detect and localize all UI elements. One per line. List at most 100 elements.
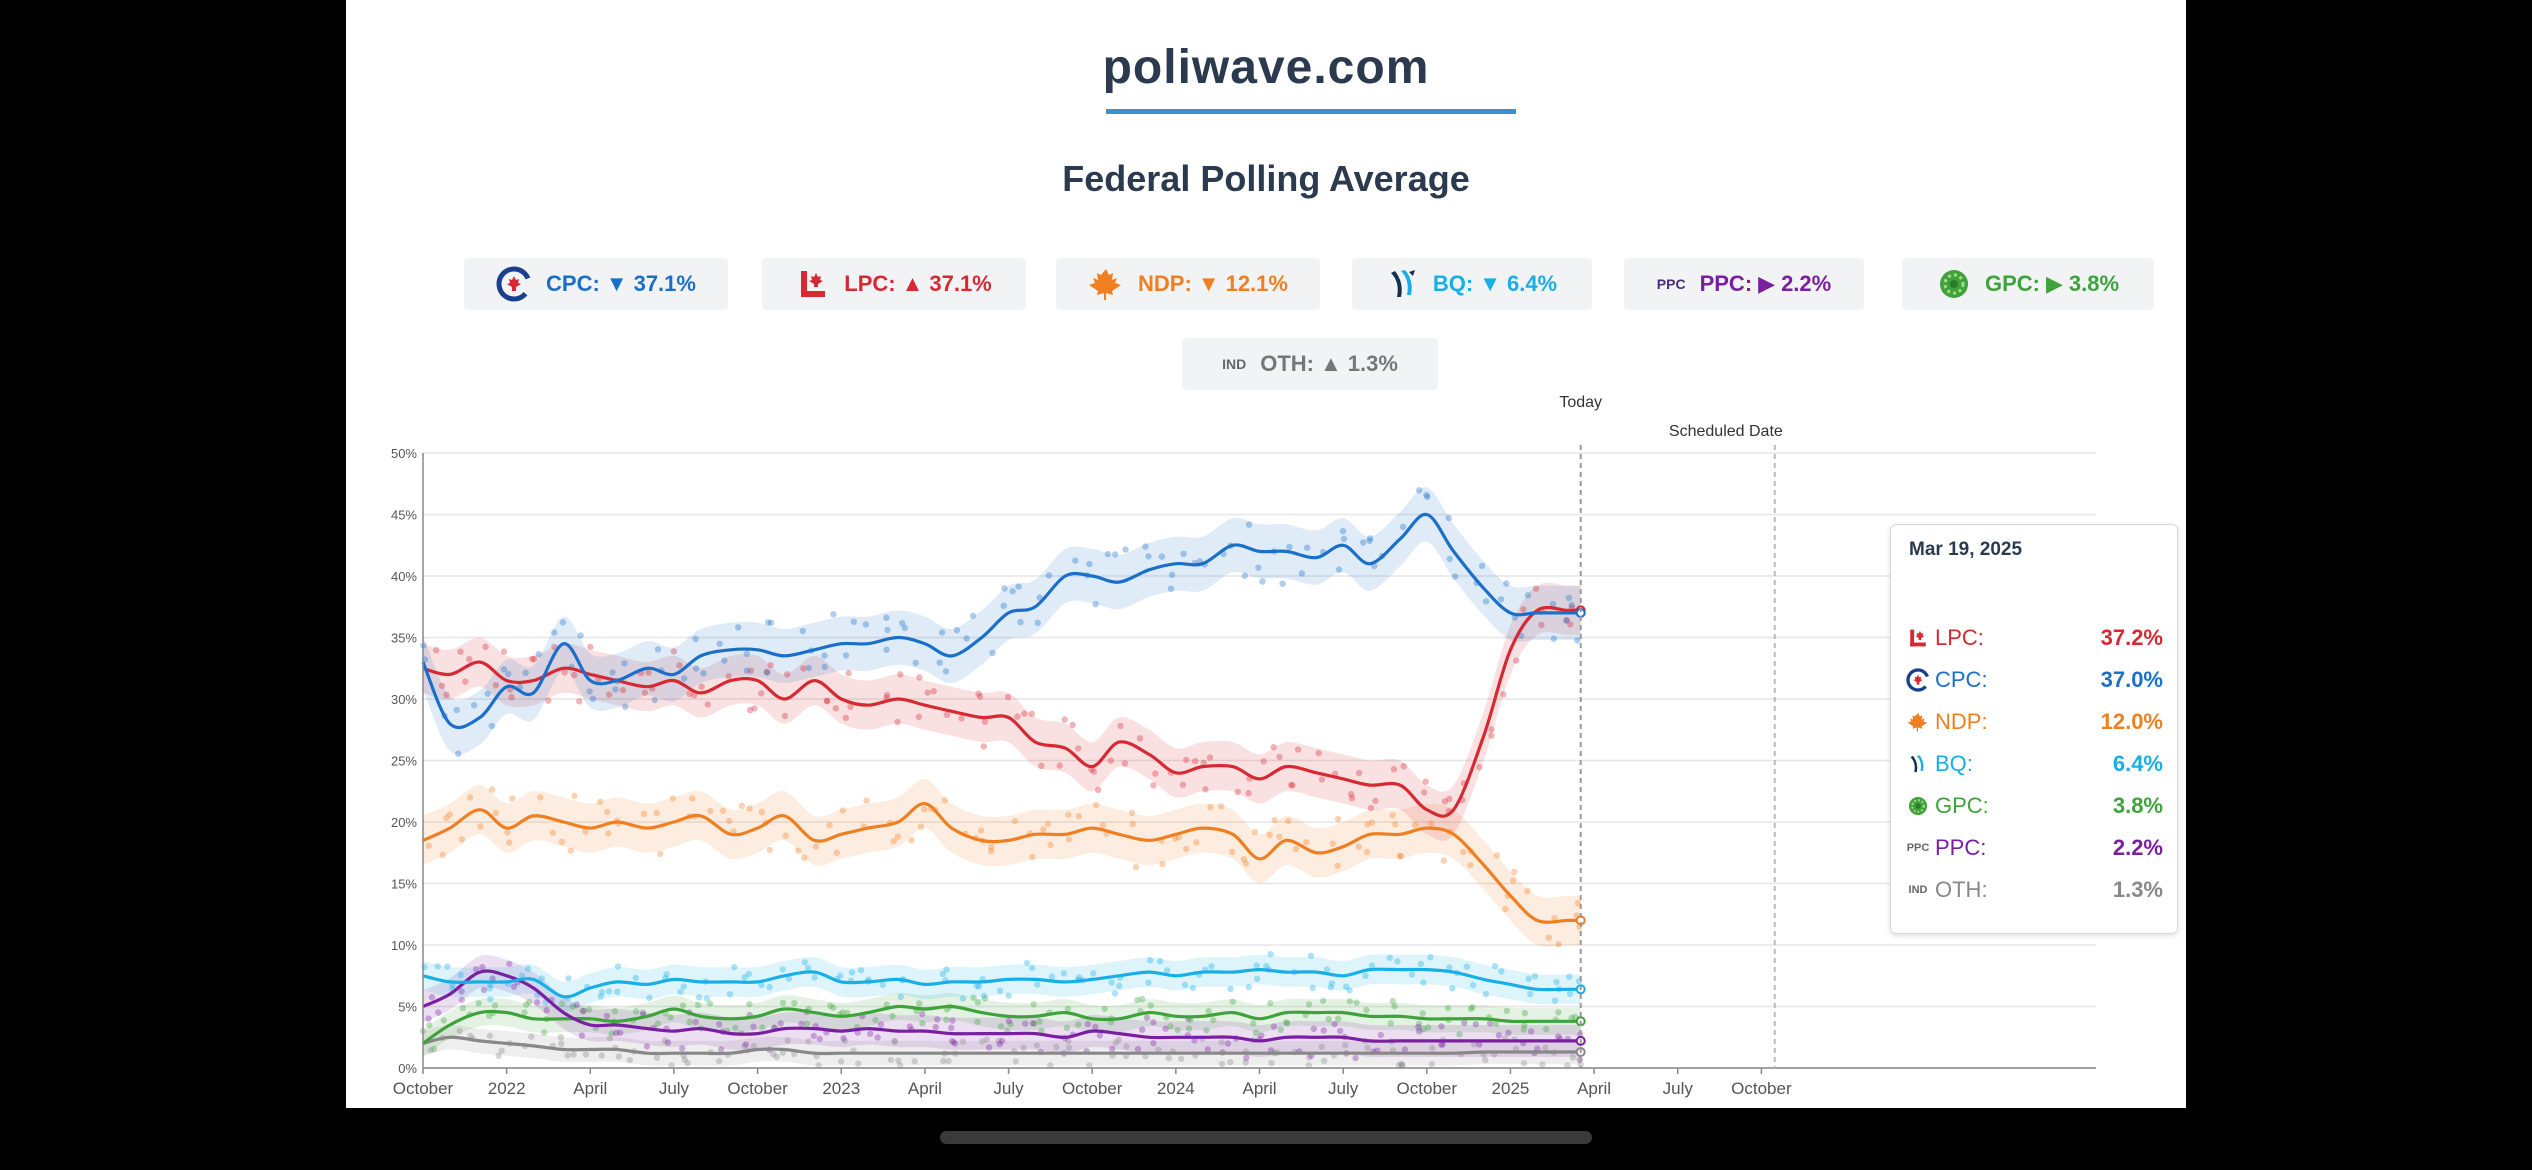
- poll-dot-ppc: [580, 1007, 587, 1015]
- poll-dot-lpc: [1192, 757, 1199, 765]
- summary-pill-ndp[interactable]: NDP: ▼ 12.1%: [1056, 258, 1320, 310]
- lpc-logo-icon: [1905, 627, 1931, 649]
- summary-pill-lpc[interactable]: LPC: ▲ 37.1%: [762, 258, 1026, 310]
- poll-dot-bq: [1427, 954, 1434, 961]
- series-line-ppc[interactable]: [422, 969, 1581, 1043]
- summary-pill-bq[interactable]: BQ: ▼ 6.4%: [1352, 258, 1592, 310]
- poll-dot-ndp: [1229, 848, 1236, 855]
- poll-dot-gpc: [1520, 1026, 1528, 1033]
- poll-dot-ndp: [443, 814, 450, 821]
- poll-dot-oth: [815, 1062, 822, 1069]
- series-line-cpc[interactable]: [421, 512, 1581, 729]
- poll-dot-lpc: [1318, 776, 1326, 783]
- poll-dot-cpc: [767, 619, 775, 626]
- poll-dot-cpc: [470, 702, 478, 709]
- poll-dot-oth: [1342, 1042, 1349, 1049]
- poll-dot-ndp: [1574, 900, 1582, 907]
- poll-dot-lpc: [1069, 721, 1076, 729]
- poll-dot-lpc: [1563, 617, 1571, 624]
- poll-dot-ndp: [758, 808, 765, 816]
- poll-dot-ppc: [867, 1030, 874, 1037]
- poll-dot-ppc: [613, 1029, 620, 1037]
- poll-dot-bq: [1482, 990, 1490, 998]
- poll-dot-ndp: [1240, 856, 1248, 863]
- poll-dot-cpc: [1478, 562, 1486, 570]
- poll-dot-cpc: [953, 627, 961, 634]
- summary-pill-gpc[interactable]: GPC: ▶ 3.8%: [1902, 258, 2154, 310]
- poll-dot-lpc: [670, 648, 678, 655]
- tooltip-row-gpc: GPC: 3.8%: [1905, 791, 2163, 821]
- poll-dot-ndp: [894, 833, 902, 840]
- summary-pill-cpc[interactable]: CPC: ▼ 37.1%: [464, 258, 728, 310]
- poll-dot-ppc: [489, 975, 496, 982]
- ppc-logo-icon: PPC: [1906, 842, 1930, 854]
- poll-dot-gpc: [579, 1007, 586, 1015]
- poll-dot-cpc: [821, 652, 828, 659]
- poll-dot-lpc: [698, 683, 705, 690]
- poll-dot-ppc: [479, 964, 486, 971]
- poll-dot-oth: [1428, 1060, 1436, 1068]
- poll-dot-ndp: [987, 848, 995, 855]
- poll-dot-bq: [1343, 983, 1350, 990]
- poll-dot-ppc: [1096, 1032, 1104, 1039]
- confidence-band-cpc: [423, 487, 1581, 755]
- poll-dot-cpc: [1574, 637, 1581, 644]
- poll-dot-bq: [1566, 973, 1573, 980]
- poll-dot-ndp: [890, 838, 897, 845]
- summary-pill-gpc-value: 3.8%: [2068, 271, 2120, 296]
- poll-dot-ndp: [1047, 841, 1054, 849]
- poll-dot-bq: [1090, 970, 1097, 977]
- poll-dot-bq: [1469, 982, 1477, 989]
- poll-dot-ndp: [1555, 941, 1562, 948]
- summary-pill-oth[interactable]: IND OTH: ▲ 1.3%: [1182, 338, 1438, 390]
- poll-dot-lpc: [763, 668, 770, 676]
- poll-dot-bq: [1005, 992, 1012, 999]
- poll-dot-ppc: [573, 1001, 580, 1008]
- poll-dot-oth: [1520, 1060, 1528, 1067]
- poll-dot-cpc: [1245, 521, 1253, 528]
- poll-dot-bq: [779, 966, 786, 973]
- series-line-bq[interactable]: [422, 967, 1581, 999]
- poll-dot-lpc: [606, 691, 613, 698]
- poll-dot-lpc: [587, 643, 594, 651]
- summary-pill-ppc[interactable]: PPC PPC: ▶ 2.2%: [1624, 258, 1864, 310]
- poll-dot-ppc: [742, 1041, 750, 1048]
- poll-dot-gpc: [970, 994, 977, 1001]
- poll-dot-ndp: [719, 807, 727, 814]
- series-line-oth[interactable]: [422, 1035, 1581, 1056]
- poll-dot-gpc: [883, 1001, 890, 1008]
- poll-dot-ppc: [428, 994, 436, 1001]
- poll-dot-gpc: [440, 1017, 447, 1024]
- poll-dot-gpc: [686, 1018, 693, 1026]
- poll-dot-oth: [495, 1052, 502, 1059]
- poll-dot-ppc: [1439, 1041, 1446, 1048]
- poll-dot-ppc: [840, 1035, 847, 1042]
- y-tick-label: 30%: [391, 692, 417, 707]
- series-line-ndp[interactable]: [422, 802, 1581, 924]
- site-title[interactable]: poliwave.com: [1102, 41, 1430, 94]
- poll-dot-cpc: [942, 668, 950, 675]
- home-indicator[interactable]: [940, 1131, 1592, 1144]
- poll-dot-ppc: [1534, 1045, 1541, 1052]
- summary-pill-gpc-text: GPC:: [1984, 271, 2040, 296]
- poll-dot-lpc: [1121, 760, 1129, 767]
- poll-dot-bq: [1491, 962, 1499, 970]
- summary-pill-oth-value: 1.3%: [1347, 351, 1398, 376]
- confidence-band-gpc: [423, 992, 1581, 1057]
- poll-dot-ppc: [1109, 1045, 1116, 1052]
- x-tick-label: April: [573, 1079, 607, 1098]
- tooltip-row-value: 2.2%: [2112, 835, 2163, 860]
- poll-dot-bq: [1386, 954, 1393, 961]
- poll-dot-ppc: [1331, 1021, 1338, 1028]
- tooltip-row-value: 3.8%: [2112, 793, 2163, 818]
- poll-dot-lpc: [1520, 606, 1527, 613]
- series-line-gpc[interactable]: [422, 1004, 1581, 1045]
- poll-dot-cpc: [1158, 553, 1166, 560]
- poll-dot-ppc: [919, 1010, 926, 1018]
- polling-chart[interactable]: 0% 5% 10% 15% 20% 25% 30% 35% 40% 45% 50% October 20…: [346, 380, 2186, 1108]
- poll-dot-bq: [1034, 981, 1041, 988]
- poll-dot-gpc: [1521, 1021, 1528, 1029]
- poll-dot-lpc: [784, 671, 791, 678]
- poll-dot-gpc: [585, 1006, 593, 1013]
- y-tick-label: 5%: [398, 1000, 417, 1015]
